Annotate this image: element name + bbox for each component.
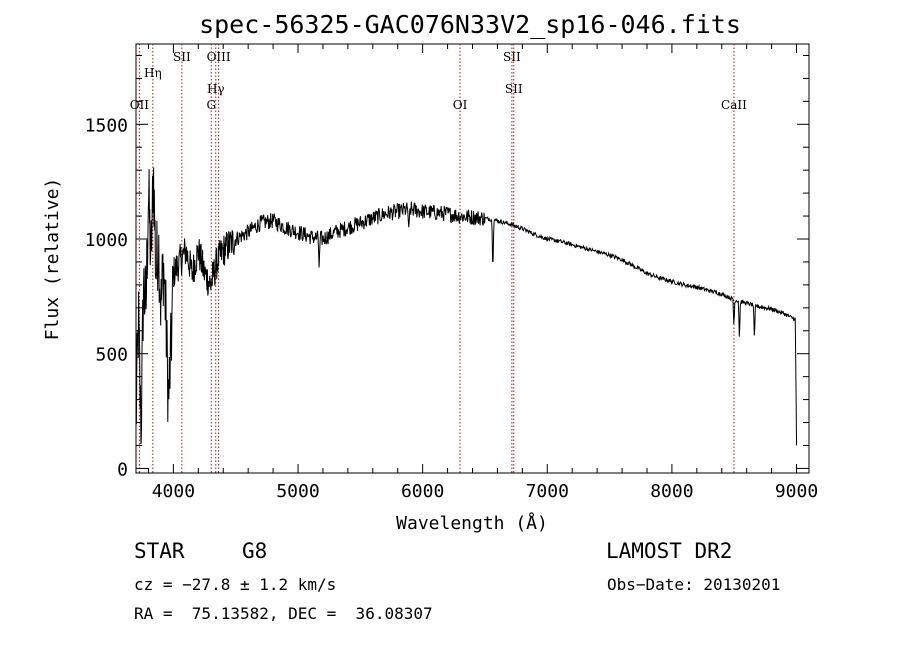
subclass: G8 <box>242 539 268 563</box>
x-tick-label: 6000 <box>401 481 444 502</box>
y-axis-label: Flux (relative) <box>42 178 63 341</box>
survey-name: LAMOST DR2 <box>606 539 733 563</box>
spectral-line-label: CaII <box>721 98 747 112</box>
axis-ticks <box>136 44 809 473</box>
spectrum-chart: spec-56325-GAC076N33V2_sp16-046.fits OII… <box>42 10 819 534</box>
spectral-line-label: SII <box>173 50 191 64</box>
axis-tick-labels: 4000 5000 6000 7000 8000 9000 0 500 1000 1500 <box>85 115 819 502</box>
x-tick-label: 5000 <box>276 481 319 502</box>
spectral-line-label: OII <box>130 98 150 112</box>
y-tick-label: 1500 <box>85 115 128 136</box>
y-tick-label: 0 <box>117 459 128 480</box>
x-axis-label: Wavelength (Å) <box>396 512 548 534</box>
spectrum-line <box>135 167 797 446</box>
redshift-velocity: cz = −27.8 ± 1.2 km/s <box>134 575 337 594</box>
spectral-line-label: OIII <box>207 50 231 64</box>
y-tick-label: 500 <box>95 345 128 366</box>
observation-date: Obs−Date: 20130201 <box>607 575 781 594</box>
spectral-line-markers: OII Hη SII G Hγ OIII OI SII SII CaII <box>130 44 747 473</box>
spectral-line-label: Hη <box>144 66 162 80</box>
x-tick-label: 9000 <box>775 481 818 502</box>
spectral-line-label: G <box>206 98 216 112</box>
x-tick-label: 8000 <box>650 481 693 502</box>
chart-title: spec-56325-GAC076N33V2_sp16-046.fits <box>199 10 741 39</box>
spectral-line-label: Hγ <box>207 82 225 96</box>
x-tick-label: 4000 <box>152 481 195 502</box>
classification: STAR <box>134 539 185 563</box>
y-tick-label: 1000 <box>85 230 128 251</box>
spectral-line-label: SII <box>505 82 523 96</box>
plot-frame <box>135 43 810 474</box>
spectral-line-label: SII <box>503 50 521 64</box>
x-tick-label: 7000 <box>526 481 569 502</box>
coordinates: RA = 75.13582, DEC = 36.08307 <box>134 604 433 623</box>
spectral-line-label: OI <box>453 98 468 112</box>
